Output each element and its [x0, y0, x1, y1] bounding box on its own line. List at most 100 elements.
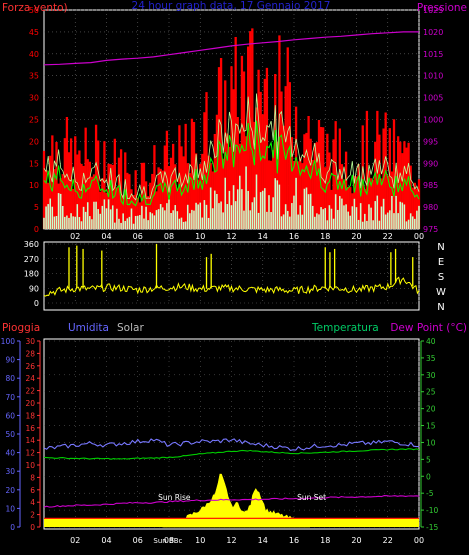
- pressure-tick-label: 1010: [423, 72, 443, 81]
- compass-tick-label: N: [437, 302, 444, 313]
- temp-tick-label: 40: [426, 337, 436, 346]
- left-label: Forza vento): [2, 2, 68, 14]
- rain-tick-label: 28: [25, 349, 35, 358]
- wind-average-line: [43, 120, 420, 207]
- direction-line: [43, 276, 420, 297]
- rain-tick-label: 14: [25, 436, 35, 445]
- humidity-tick-label: 0: [10, 523, 15, 532]
- wind-gust-line: [43, 93, 420, 201]
- x-tick-label: 02: [70, 232, 80, 241]
- rain-tick-label: 2: [30, 511, 35, 520]
- sunset-label: Sun Set: [297, 493, 326, 502]
- x-tick-label: 04: [101, 232, 111, 241]
- legend-solar: Solar: [117, 322, 144, 334]
- rain-tick-label: 12: [25, 449, 35, 458]
- temp-tick-label: 0: [426, 472, 431, 481]
- pressure-line: [43, 31, 419, 66]
- x-tick-label: 00: [414, 232, 424, 241]
- pressure-tick-label: 1000: [423, 116, 443, 125]
- grid: [44, 243, 420, 304]
- x-tick-label: 06: [133, 536, 143, 545]
- temperature-line: [43, 448, 420, 460]
- wind-tick-label: 45: [29, 28, 39, 37]
- x-tick-label: 08: [164, 232, 174, 241]
- solar-area: [162, 473, 310, 528]
- x-tick-label: 22: [383, 536, 393, 545]
- x-tick-label: 06: [133, 232, 143, 241]
- x-tick-label: 20: [351, 232, 361, 241]
- temp-tick-label: -5: [426, 489, 434, 498]
- wind-axis: 0 5 10 15 20 25 30 35 40 45 50: [29, 6, 39, 234]
- x-tick-label: 16: [289, 232, 299, 241]
- x-tick-label: 00: [414, 536, 424, 545]
- pressure-tick-label: 990: [423, 159, 438, 168]
- wind-tick-label: 0: [34, 225, 39, 234]
- rain-tick-label: 0: [30, 523, 35, 532]
- degree-axis: 0 90 180 270 360: [24, 240, 39, 308]
- x-tick-label: 16: [289, 536, 299, 545]
- pressure-tick-label: 980: [423, 203, 438, 212]
- rain-tick-label: 26: [25, 362, 35, 371]
- x-tick-label: 04: [101, 536, 111, 545]
- wind-tick-label: 15: [29, 159, 39, 168]
- right-label: Pressione: [417, 2, 467, 14]
- rain-tick-label: 10: [25, 461, 35, 470]
- humidity-tick-label: 90: [5, 356, 15, 365]
- temp-tick-label: 15: [426, 422, 436, 431]
- x-tick-label: 18: [320, 232, 330, 241]
- humidity-tick-label: 100: [1, 337, 16, 346]
- x-tick-label: 10: [195, 232, 205, 241]
- rain-band: [44, 518, 419, 527]
- dewpoint-line: [43, 495, 420, 508]
- wind-tick-label: 50: [29, 6, 39, 15]
- x-tick-label: 14: [258, 536, 268, 545]
- x-tick-label: 18: [320, 536, 330, 545]
- x-tick-label: 20: [351, 536, 361, 545]
- x-tick-label: 12: [226, 536, 236, 545]
- pressure-tick-label: 1005: [423, 94, 443, 103]
- legend-rain: Pioggia: [2, 322, 40, 334]
- sun-bbc-label: Sun BBc: [153, 537, 182, 545]
- x-tick-label: 22: [383, 232, 393, 241]
- direction-marks: [43, 244, 420, 297]
- pressure-axis: 975 980 985 990 995 1000 1005 1010 1015 1020 1025: [423, 6, 443, 234]
- compass-tick-label: S: [438, 272, 444, 283]
- temp-tick-label: 25: [426, 388, 436, 397]
- wind-tick-label: 30: [29, 94, 39, 103]
- wind-marks: [42, 28, 421, 229]
- pressure-tick-label: 975: [423, 225, 438, 234]
- x-axis: 02 04 06 08 10 12 14 16 18 20 22 00: [70, 232, 424, 241]
- humidity-tick-label: 80: [5, 374, 15, 383]
- legend-humidity: Umidita: [68, 322, 109, 334]
- humidity-tick-label: 10: [5, 504, 15, 513]
- rain-tick-label: 24: [25, 374, 35, 383]
- wind-tick-label: 10: [29, 181, 39, 190]
- wind-tick-label: 20: [29, 137, 39, 146]
- temp-tick-label: 20: [426, 405, 436, 414]
- pressure-tick-label: 1025: [423, 6, 443, 15]
- degree-tick-label: 0: [34, 299, 39, 308]
- x-tick-label: 10: [195, 536, 205, 545]
- pressure-tick-label: 985: [423, 181, 438, 190]
- pressure-tick-label: 1020: [423, 28, 443, 37]
- rain-tick-label: 6: [30, 486, 35, 495]
- rain-tick-label: 4: [30, 498, 35, 507]
- legend-temperature: Temperatura: [311, 322, 379, 334]
- rain-tick-label: 22: [25, 387, 35, 396]
- humidity-tick-label: 50: [5, 430, 15, 439]
- wind-tick-label: 25: [29, 116, 39, 125]
- rain-tick-label: 18: [25, 411, 35, 420]
- compass-tick-label: E: [438, 257, 444, 268]
- legend: Pioggia Umidita Solar Temperatura Dew Po…: [2, 322, 467, 334]
- degree-tick-label: 360: [24, 240, 39, 249]
- temp-tick-label: 30: [426, 371, 436, 380]
- temp-tick-label: -10: [426, 506, 438, 515]
- humidity-tick-label: 60: [5, 411, 15, 420]
- degree-tick-label: 90: [29, 284, 39, 293]
- x-axis: 02 04 06 08 10 12 14 16 18 20 22 00: [70, 536, 424, 545]
